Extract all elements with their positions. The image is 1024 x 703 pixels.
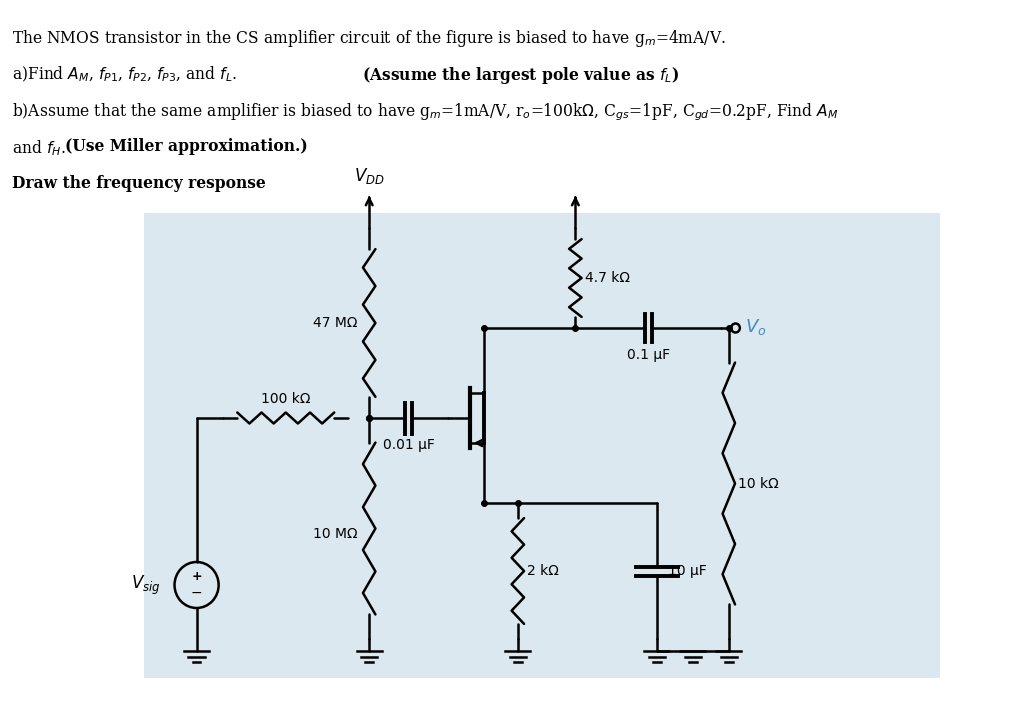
- Text: −: −: [190, 586, 203, 600]
- Text: $V_{sig}$: $V_{sig}$: [131, 574, 161, 597]
- Text: (Use Miller approximation.): (Use Miller approximation.): [66, 138, 308, 155]
- Text: +: +: [191, 571, 202, 583]
- Text: 4.7 kΩ: 4.7 kΩ: [585, 271, 630, 285]
- Text: Draw the frequency response: Draw the frequency response: [11, 175, 265, 192]
- Text: a)Find $A_M$, $f_{P1}$, $f_{P2}$, $f_{P3}$, and $f_L$.: a)Find $A_M$, $f_{P1}$, $f_{P2}$, $f_{P3…: [11, 65, 239, 84]
- Text: 2 kΩ: 2 kΩ: [527, 564, 559, 578]
- Text: 47 MΩ: 47 MΩ: [313, 316, 357, 330]
- Text: $V_o$: $V_o$: [745, 317, 767, 337]
- Text: 100 kΩ: 100 kΩ: [261, 392, 310, 406]
- Text: 10 MΩ: 10 MΩ: [313, 527, 357, 541]
- Text: $V_{DD}$: $V_{DD}$: [354, 166, 385, 186]
- Text: b)Assume that the same amplifier is biased to have g$_m$=1mA/V, r$_o$=100k$\Omeg: b)Assume that the same amplifier is bias…: [11, 101, 838, 122]
- Text: 0.01 μF: 0.01 μF: [383, 438, 434, 452]
- Text: and $f_H$.: and $f_H$.: [11, 138, 67, 157]
- Text: (Assume the largest pole value as $f_L$): (Assume the largest pole value as $f_L$): [362, 65, 680, 86]
- FancyBboxPatch shape: [143, 213, 940, 678]
- Text: 0.1 μF: 0.1 μF: [627, 348, 670, 362]
- Text: The NMOS transistor in the CS amplifier circuit of the figure is biased to have : The NMOS transistor in the CS amplifier …: [11, 28, 725, 49]
- Text: 10 kΩ: 10 kΩ: [738, 477, 779, 491]
- Text: 10 μF: 10 μF: [669, 564, 708, 578]
